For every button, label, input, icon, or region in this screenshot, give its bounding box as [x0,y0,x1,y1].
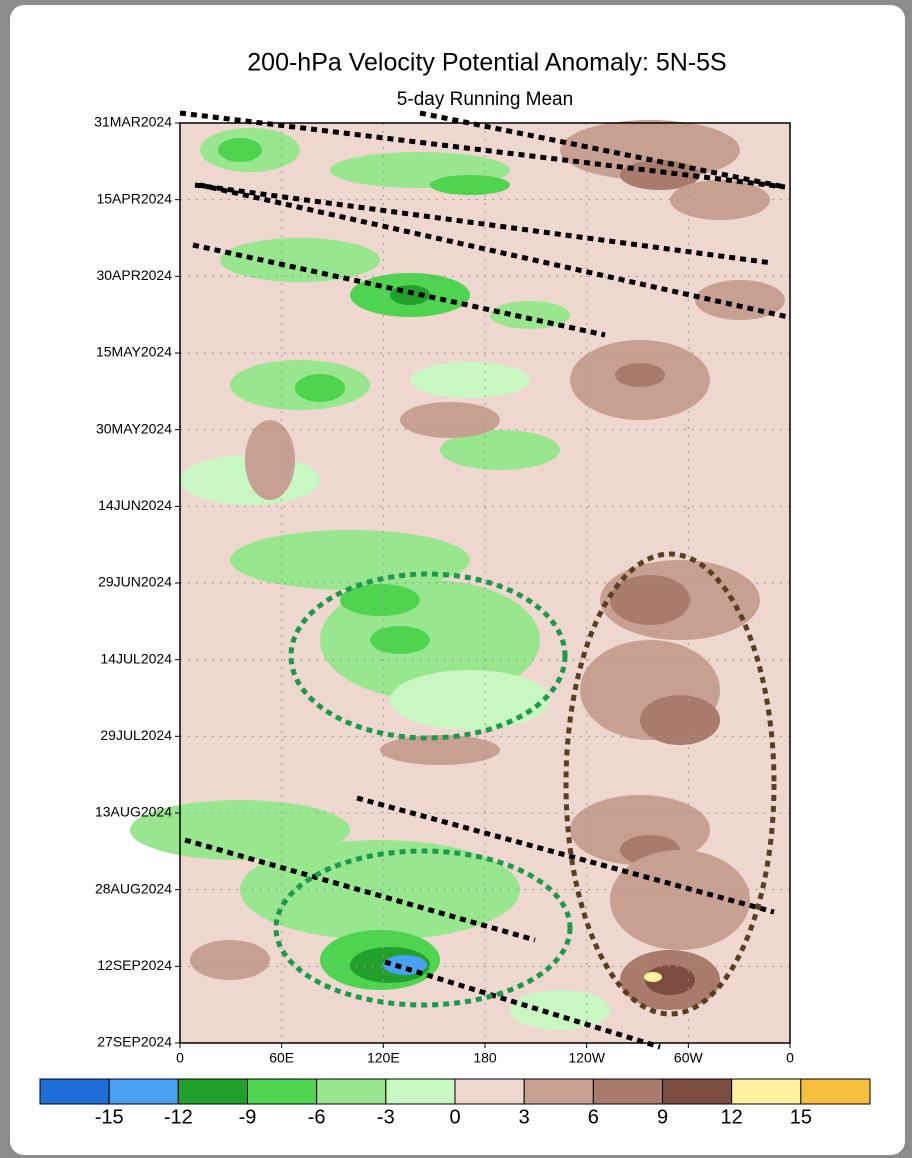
shading [610,575,690,625]
chart-title: 200-hPa Velocity Potential Anomaly: 5N-5… [247,49,726,77]
chart-subtitle: 5-day Running Mean [397,89,573,110]
y-tick-label: 30APR2024 [96,267,172,283]
annotation-line [199,182,789,320]
shading [644,972,662,982]
x-tick-label: 120W [568,1050,605,1066]
annotation-line [184,837,536,943]
colorbar-box [177,1078,248,1105]
shading [400,402,500,438]
x-tick-label: 0 [786,1050,794,1066]
annotations [179,110,789,1050]
shading [383,955,427,975]
colorbar-label: -3 [377,1106,395,1128]
shading [340,584,420,616]
annotation-line [384,959,661,1050]
shading [230,530,470,590]
colorbar-label: -15 [95,1106,124,1128]
shading [670,180,770,220]
shading [440,430,560,470]
colorbar-label: 15 [790,1106,812,1128]
colorbar-box [316,1078,387,1105]
x-tick-label: 60W [674,1050,704,1066]
annotation-line [419,110,786,190]
shading [245,420,295,500]
colorbar-label: -9 [239,1106,257,1128]
x-tick-label: 120E [367,1050,400,1066]
colorbar-box [800,1078,871,1105]
colorbar-box [662,1078,733,1105]
y-tick-label: 30MAY2024 [96,420,172,436]
shading [218,138,262,162]
colorbar-label: 0 [449,1106,460,1128]
shading [390,670,550,730]
shading [560,120,740,180]
shading [220,238,380,282]
annotation-ellipse [273,848,573,1008]
colorbar-box [523,1078,594,1105]
y-tick-label: 15APR2024 [96,190,172,206]
annotation-line [179,110,786,190]
annotation-line [194,182,773,266]
colorbar-label: 12 [721,1106,743,1128]
shading [295,374,345,402]
colorbar-box [731,1078,802,1105]
annotation-ellipse [288,571,568,741]
x-tick-label: 180 [473,1050,497,1066]
shading [370,626,430,654]
shading [490,301,570,329]
shading [510,990,610,1030]
colorbar-box [108,1078,179,1105]
colorbar-box [454,1078,525,1105]
field [130,120,790,1043]
colorbar-label: 3 [519,1106,530,1128]
y-tick-label: 14JUN2024 [98,497,172,513]
colorbar-box [385,1078,456,1105]
x-tick-label: 60E [269,1050,294,1066]
colorbar-box [247,1078,318,1105]
shading [645,965,695,995]
y-tick-label: 15MAY2024 [96,344,172,360]
y-tick-label: 12SEP2024 [97,957,172,973]
colorbar-label: 6 [588,1106,599,1128]
y-tick-label: 14JUL2024 [100,650,172,666]
y-tick-label: 27SEP2024 [97,1034,172,1050]
y-tick-label: 28AUG2024 [95,880,172,896]
shading [190,940,270,980]
y-tick-label: 29JUL2024 [100,727,172,743]
colorbar-label: -12 [164,1106,193,1128]
x-tick-label: 0 [176,1050,184,1066]
colorbar-box [39,1078,110,1105]
y-tick-label: 13AUG2024 [95,804,172,820]
shading [130,800,350,860]
shading [615,363,665,387]
colorbar-label: -6 [308,1106,326,1128]
shading [430,175,510,195]
colorbar-label: 9 [657,1106,668,1128]
grid [180,123,790,1043]
colorbar-box [592,1078,663,1105]
shading [410,362,530,398]
shading [380,735,500,765]
annotation-ellipse [563,551,777,1017]
annotation-line [192,242,606,338]
shading [640,695,720,745]
y-tick-label: 29JUN2024 [98,574,172,590]
y-tick-label: 31MAR2024 [94,114,172,130]
